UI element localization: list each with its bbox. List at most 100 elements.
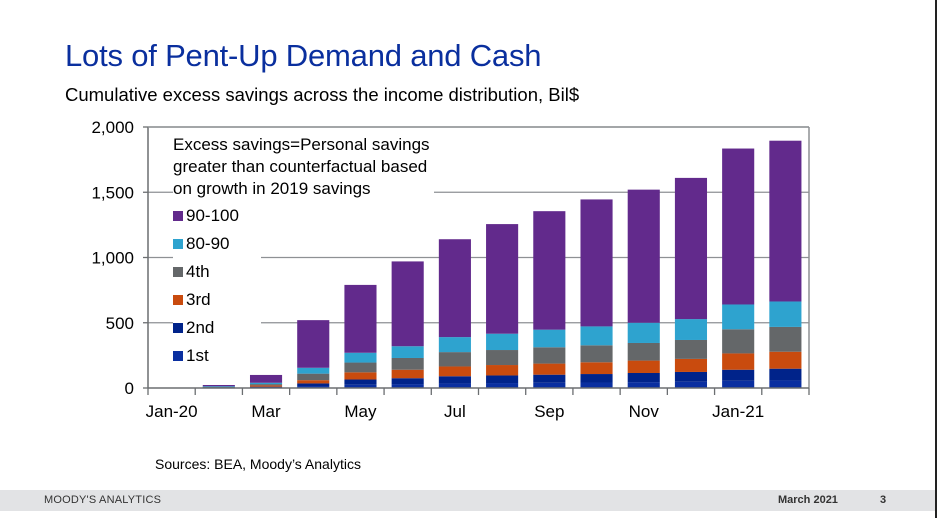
bar-segment-80-90: [297, 367, 330, 374]
bar-segment-2nd: [580, 374, 613, 383]
x-tick-label: May: [344, 402, 377, 421]
bar-segment-3rd: [297, 380, 330, 384]
legend-label: 1st: [186, 346, 209, 365]
bar-segment-80-90: [202, 386, 235, 388]
x-tick-label: Jul: [444, 402, 466, 421]
x-tick-label: Sep: [534, 402, 564, 421]
chart-legend: Excess savings=Personal savings greater …: [173, 134, 434, 370]
bar-segment-2nd: [297, 383, 330, 387]
annotation-line-1: Excess savings=Personal savings: [173, 134, 434, 156]
bar-segment-90-100: [627, 189, 660, 323]
legend-swatch: [173, 239, 183, 249]
bar-segment-90-100: [533, 211, 566, 330]
legend-swatch: [173, 267, 183, 277]
y-tick-label: 1,000: [91, 249, 134, 268]
legend-item: 3rd: [173, 286, 261, 314]
bar-segment-4th: [674, 339, 708, 359]
bar-segment-80-90: [627, 322, 660, 343]
bar-segment-1st: [297, 386, 330, 388]
bar-segment-90-100: [391, 261, 424, 347]
bar-segment-90-100: [674, 177, 708, 320]
y-tick-label: 2,000: [91, 118, 134, 137]
bar-segment-90-100: [297, 320, 330, 368]
bar-segment-2nd: [722, 369, 755, 381]
bar-segment-2nd: [627, 372, 660, 383]
bar-segment-1st: [344, 384, 377, 388]
footer-brand: MOODY'S ANALYTICS: [44, 494, 162, 506]
bar-segment-2nd: [533, 374, 566, 383]
legend-item: 1st: [173, 342, 261, 370]
bar-segment-80-90: [486, 333, 519, 351]
bar-segment-2nd: [674, 371, 708, 382]
bar-segment-90-100: [438, 239, 471, 338]
bar-segment-3rd: [722, 353, 755, 370]
bar-segment-3rd: [674, 358, 708, 372]
bar-segment-90-100: [769, 140, 802, 302]
slide-edge-line: [935, 0, 937, 518]
bar-segment-3rd: [627, 360, 660, 373]
bar-segment-80-90: [344, 352, 377, 363]
y-tick-label: 0: [125, 379, 134, 398]
bar-segment-4th: [438, 352, 471, 367]
bar-segment-1st: [533, 382, 566, 388]
stacked-bar-chart: 0 500 1,000 1,500 2,000 Jan-20 Mar May Jul Sep No…: [91, 118, 810, 421]
bar-segment-1st: [486, 383, 519, 388]
bar-segment-2nd: [391, 378, 424, 385]
bar-segment-1st: [674, 381, 708, 388]
bar-segment-1st: [438, 383, 471, 388]
legend-swatch: [173, 351, 183, 361]
source-note: Sources: BEA, Moody’s Analytics: [155, 456, 361, 472]
bar-segment-2nd: [438, 376, 471, 384]
bar-segment-80-90: [438, 337, 471, 353]
bar-segment-3rd: [391, 369, 424, 379]
legend-label: 80-90: [186, 234, 230, 253]
bar-segment-4th: [722, 329, 755, 354]
bar-segment-4th: [580, 345, 613, 363]
legend-label: 90-100: [186, 206, 239, 225]
legend-item: 4th: [173, 258, 261, 286]
bar-segment-80-90: [580, 326, 613, 346]
bar-segment-80-90: [249, 382, 283, 385]
bar-segment-1st: [580, 382, 613, 388]
bar-segment-90-100: [249, 374, 283, 383]
bar-segment-90-100: [202, 384, 235, 387]
bar-segment-3rd: [533, 363, 566, 375]
bar-segment-90-100: [344, 284, 377, 353]
legend-label: 2nd: [186, 318, 215, 337]
bar-segment-80-90: [722, 304, 755, 330]
legend-swatch: [173, 323, 183, 333]
page-number: 3: [880, 494, 887, 506]
y-tick-label: 500: [106, 314, 134, 333]
bar-segment-2nd: [344, 379, 377, 385]
bar-segment-4th: [627, 342, 660, 361]
bar-segment-4th: [533, 347, 566, 364]
bar-segment-3rd: [438, 366, 471, 377]
x-tick-label: Jan-21: [712, 402, 764, 421]
bar-segment-1st: [769, 380, 802, 388]
bar-segment-4th: [391, 357, 424, 370]
bar-segment-2nd: [769, 368, 802, 381]
bar-segment-1st: [722, 380, 755, 388]
x-tick-label: Nov: [629, 402, 660, 421]
y-tick-label: 1,500: [91, 183, 134, 202]
bar-segment-4th: [486, 350, 519, 366]
legend-item: 2nd: [173, 314, 261, 342]
bar-segment-4th: [344, 362, 377, 373]
legend-swatch: [173, 295, 183, 305]
bar-segment-4th: [249, 384, 283, 386]
legend-swatch: [173, 211, 183, 221]
legend-label: 3rd: [186, 290, 211, 309]
footer-bar: MOODY'S ANALYTICS March 2021 3: [0, 490, 935, 511]
bar-segment-3rd: [769, 351, 802, 369]
bar-segment-1st: [627, 382, 660, 388]
chart-subtitle: Cumulative excess savings across the inc…: [65, 84, 580, 105]
bar-segment-4th: [769, 326, 802, 352]
bar-segment-80-90: [533, 329, 566, 348]
annotation-line-3: on growth in 2019 savings: [173, 178, 434, 200]
bar-segment-90-100: [722, 148, 755, 305]
bar-segment-1st: [391, 384, 424, 388]
bar-segment-90-100: [580, 199, 613, 327]
bar-segment-4th: [297, 373, 330, 381]
bar-segment-3rd: [486, 365, 519, 376]
bar-segment-80-90: [391, 346, 424, 358]
